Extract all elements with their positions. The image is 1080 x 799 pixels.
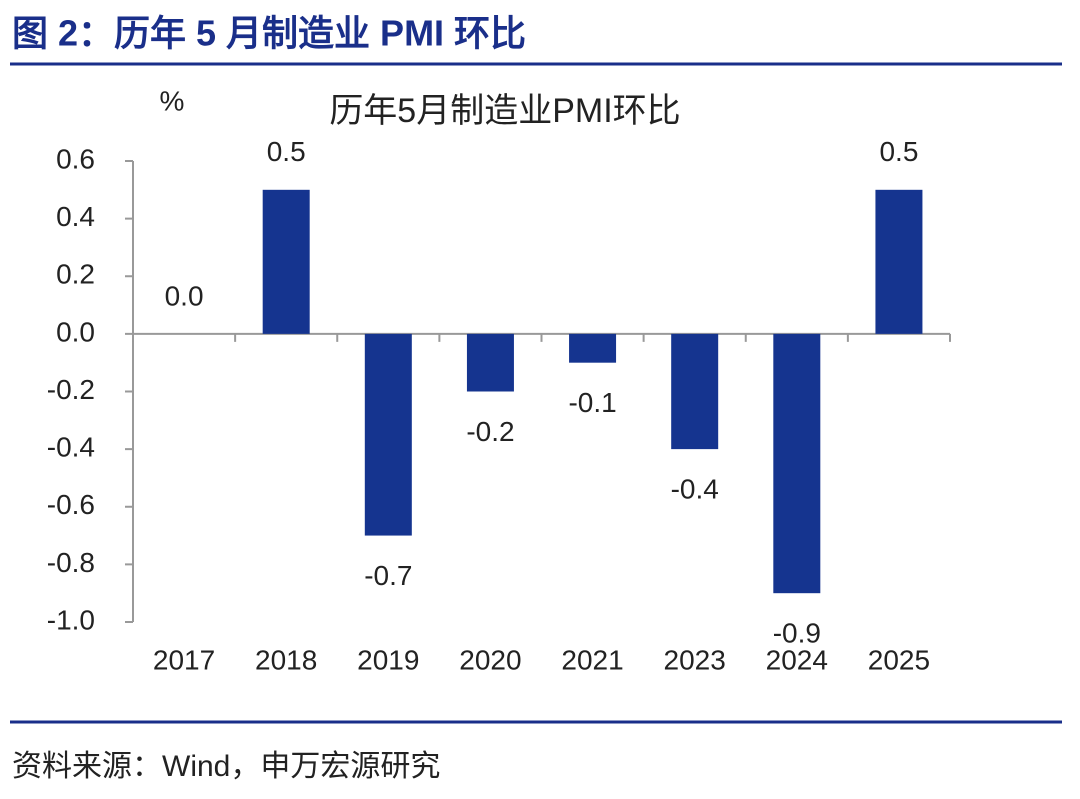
y-tick-label: -0.2 xyxy=(47,374,95,405)
bar xyxy=(364,333,412,536)
value-label: 0.0 xyxy=(165,280,204,311)
bar xyxy=(773,333,821,594)
x-tick-label: 2024 xyxy=(766,644,828,675)
bar xyxy=(671,333,719,450)
y-tick-label: -0.8 xyxy=(47,547,95,578)
bar xyxy=(569,333,617,363)
value-label: 0.5 xyxy=(267,136,306,167)
bar xyxy=(262,189,310,334)
x-tick-label: 2017 xyxy=(153,644,215,675)
value-label: -0.2 xyxy=(466,416,514,447)
chart-title: 历年5月制造业PMI环比 xyxy=(329,92,680,130)
y-tick-label: -0.4 xyxy=(47,432,95,463)
bar xyxy=(875,189,923,334)
y-tick-label: 0.2 xyxy=(56,259,95,290)
y-unit: % xyxy=(160,85,185,116)
x-tick-label: 2023 xyxy=(664,644,726,675)
y-tick-label: -1.0 xyxy=(47,604,95,635)
x-tick-label: 2018 xyxy=(255,644,317,675)
value-label: -0.7 xyxy=(364,560,412,591)
value-label: 0.5 xyxy=(879,136,918,167)
bar xyxy=(466,333,514,392)
value-label: -0.1 xyxy=(568,387,616,418)
value-label: -0.9 xyxy=(773,618,821,649)
figure-title: 图 2：历年 5 月制造业 PMI 环比 xyxy=(12,13,526,54)
y-tick-label: 0.0 xyxy=(56,316,95,347)
x-tick-label: 2025 xyxy=(868,644,930,675)
value-label: -0.4 xyxy=(671,474,719,505)
source: 资料来源：Wind，申万宏源研究 xyxy=(12,750,440,783)
y-tick-label: -0.6 xyxy=(47,489,95,520)
x-tick-label: 2019 xyxy=(357,644,419,675)
y-tick-label: 0.6 xyxy=(56,143,95,174)
x-tick-label: 2020 xyxy=(459,644,521,675)
x-tick-label: 2021 xyxy=(561,644,623,675)
y-tick-label: 0.4 xyxy=(56,201,95,232)
